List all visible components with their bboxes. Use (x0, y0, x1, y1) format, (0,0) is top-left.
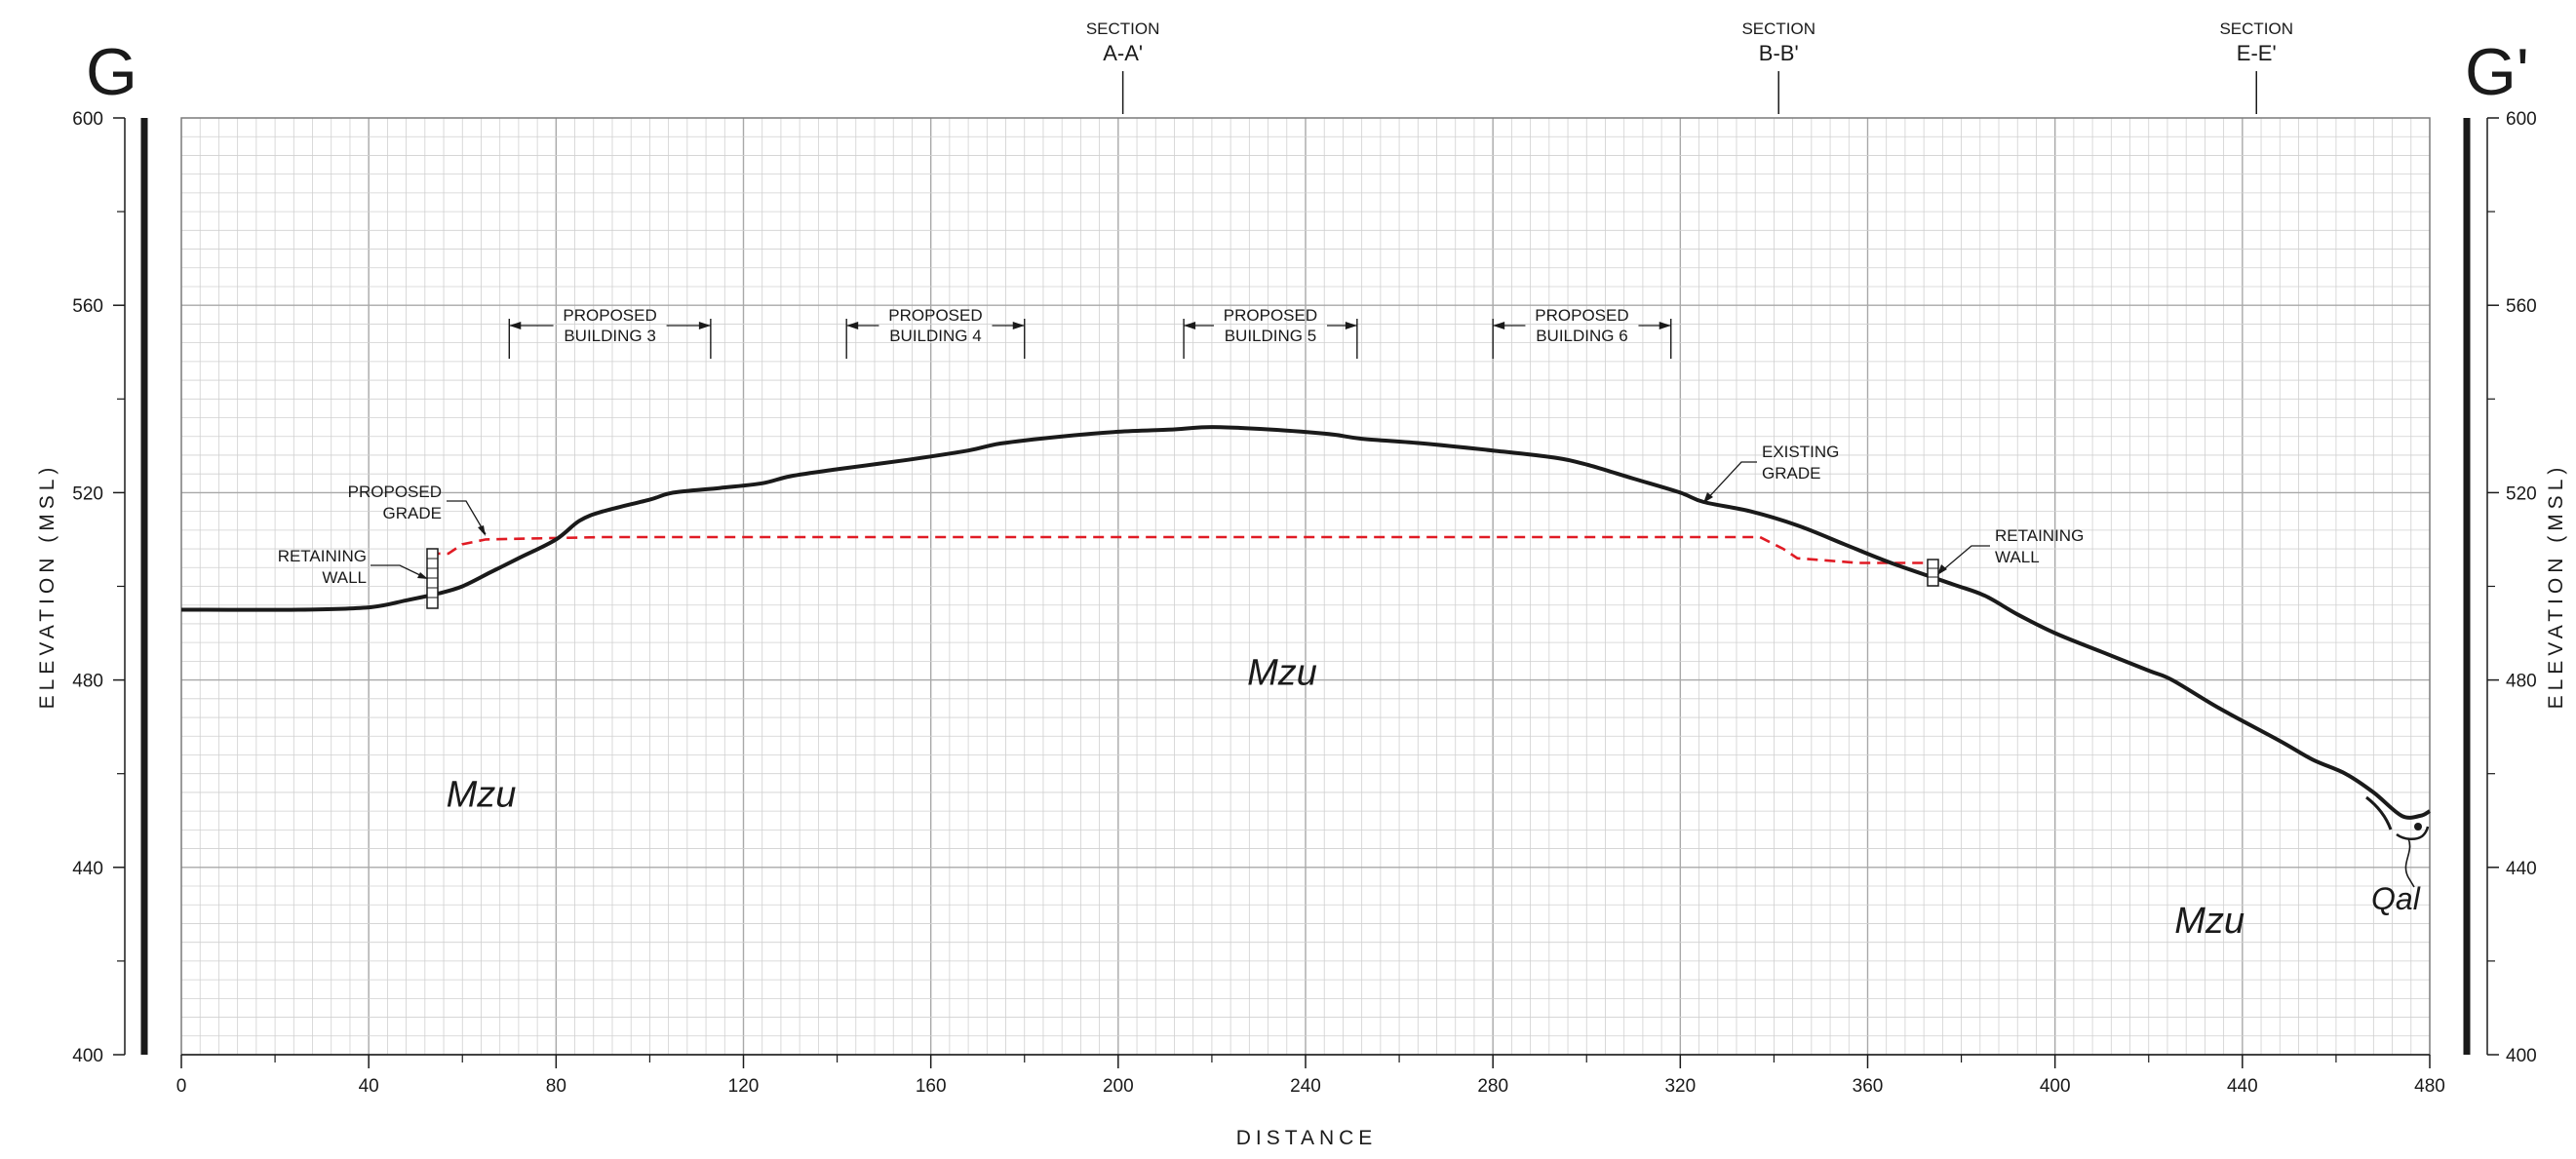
building-extents: PROPOSED BUILDING 3 PROPOSED BUILDING 4 PROP… (508, 306, 1672, 359)
svg-text:PROPOSED: PROPOSED (348, 483, 442, 501)
section-start-label: G (86, 35, 137, 109)
building-dim-arrow (1345, 322, 1357, 329)
x-tick-label: 480 (2414, 1076, 2445, 1097)
svg-text:EXISTING: EXISTING (1762, 443, 1839, 461)
retaining-wall-right-callout: RETAINING WALL (1937, 526, 2084, 575)
geologic-unit-label: Mzu (2174, 901, 2244, 942)
x-tick-label: 320 (1664, 1076, 1696, 1097)
x-tick-label: 360 (1853, 1076, 1884, 1097)
section-markers: SECTION A-A' SECTION B-B' SECTION E-E' (1086, 19, 2293, 114)
building-label-line2: BUILDING 5 (1225, 327, 1316, 345)
section-marker-id: E-E' (2237, 41, 2277, 65)
section-marker-label: SECTION (1741, 19, 1815, 38)
svg-text:WALL: WALL (1995, 548, 2040, 566)
qal-label: Qal (2371, 881, 2421, 916)
y-tick-label-left: 480 (72, 672, 103, 692)
building-label-line1: PROPOSED (888, 306, 982, 325)
section-marker-id: B-B' (1759, 41, 1799, 65)
y-axis-title-left: ELEVATION (MSL) (36, 463, 59, 710)
section-marker-label: SECTION (2219, 19, 2293, 38)
y-tick-label-left: 400 (72, 1046, 103, 1066)
existing-grade-callout: EXISTING GRADE (1703, 443, 1839, 503)
x-tick-label: 240 (1290, 1076, 1321, 1097)
building-dim-arrow (1184, 322, 1196, 329)
y-tick-label-right: 520 (2506, 483, 2537, 504)
geologic-units: Mzu Mzu Mzu (447, 652, 2245, 942)
building-label-line1: PROPOSED (563, 306, 656, 325)
axes: 0 40 80 120 160 200 240 280 320 360 400 440 480 600 60… (72, 109, 2536, 1097)
retaining-wall-left (426, 548, 439, 609)
proposed-grade-callout: PROPOSED GRADE (348, 483, 487, 536)
y-tick-label-right: 440 (2506, 859, 2537, 879)
existing-grade-line (180, 425, 2432, 820)
building-label-line1: PROPOSED (1535, 306, 1628, 325)
building-dim-arrow (1493, 322, 1505, 329)
retaining-wall-left-callout: RETAINING WALL (278, 547, 428, 587)
svg-text:WALL: WALL (322, 568, 367, 587)
x-tick-label: 120 (728, 1076, 760, 1097)
building-dim-arrow (509, 322, 522, 329)
svg-text:GRADE: GRADE (1762, 464, 1820, 483)
x-tick-label: 0 (176, 1076, 187, 1097)
building-label-line2: BUILDING 6 (1536, 327, 1627, 345)
y-tick-label-left: 520 (72, 483, 103, 504)
svg-text:RETAINING: RETAINING (278, 547, 367, 565)
x-tick-label: 160 (916, 1076, 947, 1097)
building-label-line2: BUILDING 3 (564, 327, 655, 345)
x-tick-label: 400 (2040, 1076, 2071, 1097)
y-tick-label-left: 440 (72, 859, 103, 879)
x-tick-label: 280 (1477, 1076, 1508, 1097)
x-tick-label: 40 (359, 1076, 379, 1097)
section-marker-id: A-A' (1103, 41, 1143, 65)
y-tick-label-right: 600 (2506, 109, 2537, 130)
proposed-grade-line (429, 535, 1933, 564)
section-end-label: G' (2465, 35, 2529, 109)
svg-text:RETAINING: RETAINING (1995, 526, 2084, 545)
y-tick-label-right: 480 (2506, 672, 2537, 692)
y-axis-title-right: ELEVATION (MSL) (2545, 463, 2567, 710)
y-tick-label-right: 560 (2506, 296, 2537, 317)
geologic-unit-label: Mzu (447, 774, 517, 815)
building-dim-arrow (1659, 322, 1671, 329)
building-label-line1: PROPOSED (1224, 306, 1317, 325)
x-tick-label: 440 (2227, 1076, 2258, 1097)
qal-deposit: Qal (2365, 795, 2430, 916)
x-tick-label: 200 (1103, 1076, 1134, 1097)
building-dim-arrow (698, 322, 711, 329)
building-label-line2: BUILDING 4 (889, 327, 981, 345)
geologic-unit-label: Mzu (1247, 652, 1317, 693)
retaining-wall-right (1927, 559, 1939, 587)
grid (181, 118, 2430, 1055)
y-tick-label-left: 600 (72, 109, 103, 130)
building-dim-arrow (1012, 322, 1025, 329)
y-tick-label-left: 560 (72, 296, 103, 317)
svg-text:GRADE: GRADE (383, 504, 442, 522)
x-axis-title: DISTANCE (1236, 1127, 1378, 1149)
x-tick-label: 80 (546, 1076, 566, 1097)
building-dim-arrow (846, 322, 859, 329)
y-tick-label-right: 400 (2506, 1046, 2537, 1066)
section-marker-label: SECTION (1086, 19, 1160, 38)
